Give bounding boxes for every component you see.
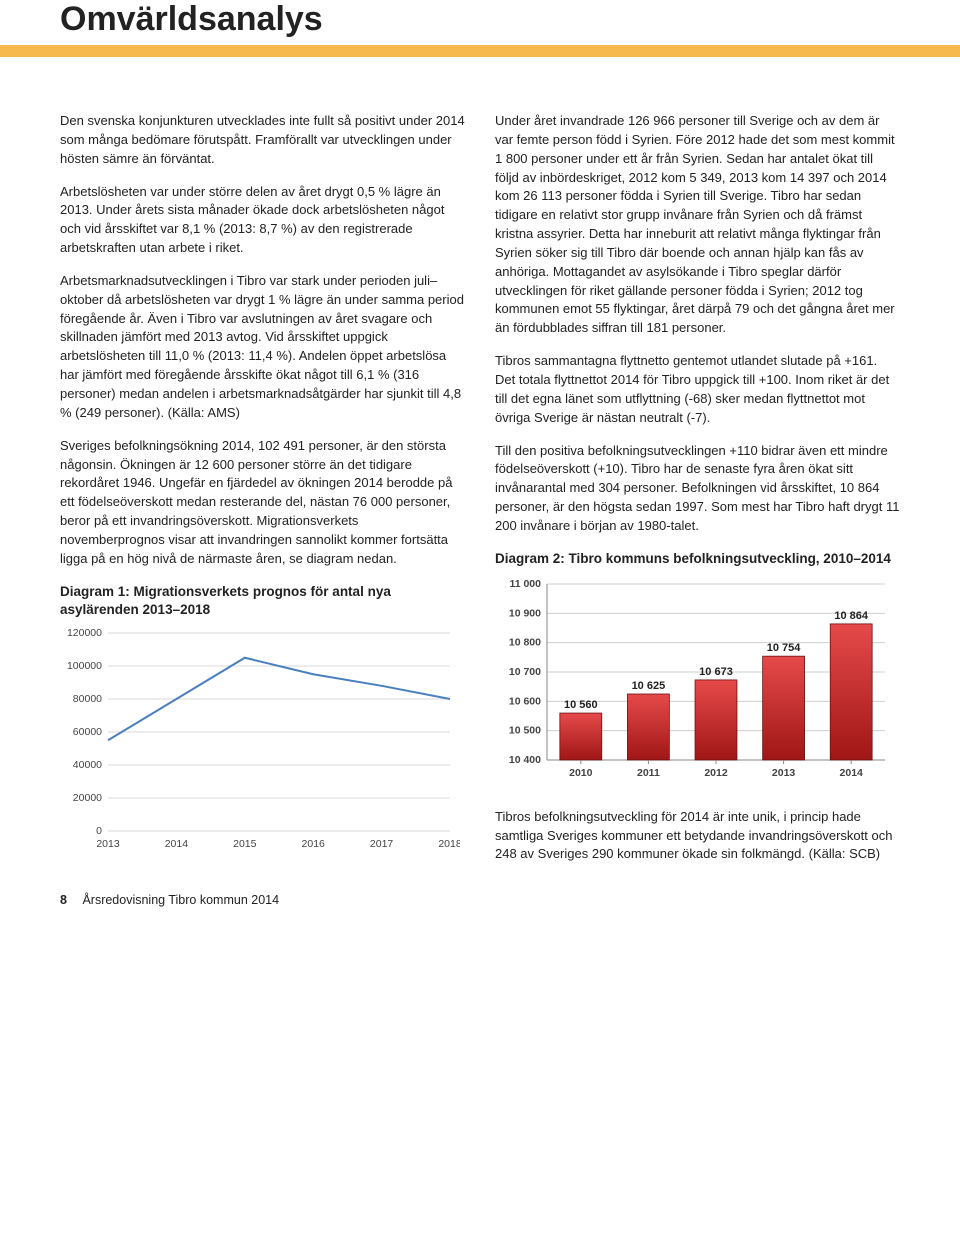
svg-text:10 625: 10 625 [632, 680, 666, 692]
svg-text:10 800: 10 800 [509, 637, 541, 649]
left-column: Den svenska konjunkturen utvecklades int… [60, 112, 465, 879]
svg-text:2017: 2017 [370, 838, 394, 850]
body-paragraph: Arbetslösheten var under större delen av… [60, 183, 465, 258]
svg-text:2016: 2016 [302, 838, 326, 850]
svg-text:2010: 2010 [569, 767, 593, 779]
svg-text:20000: 20000 [73, 792, 102, 804]
body-paragraph: Den svenska konjunkturen utvecklades int… [60, 112, 465, 169]
svg-text:2018: 2018 [438, 838, 460, 850]
svg-text:10 500: 10 500 [509, 725, 541, 737]
svg-text:0: 0 [96, 825, 102, 837]
body-paragraph: Tibros sammantagna flyttnetto gentemot u… [495, 352, 900, 427]
svg-text:10 754: 10 754 [767, 642, 802, 654]
content-columns: Den svenska konjunkturen utvecklades int… [0, 112, 960, 879]
body-paragraph: Sveriges befolkningsökning 2014, 102 491… [60, 437, 465, 569]
svg-text:2014: 2014 [165, 838, 189, 850]
svg-text:11 000: 11 000 [509, 578, 541, 590]
chart-2-title: Diagram 2: Tibro kommuns befolkningsutve… [495, 550, 900, 568]
right-column: Under året invandrade 126 966 personer t… [495, 112, 900, 879]
svg-text:10 560: 10 560 [564, 699, 598, 711]
chart-1-title: Diagram 1: Migrationsverkets prognos för… [60, 583, 465, 619]
svg-text:2012: 2012 [704, 767, 728, 779]
svg-text:2013: 2013 [772, 767, 796, 779]
svg-text:2014: 2014 [840, 767, 864, 779]
svg-text:2013: 2013 [96, 838, 120, 850]
page: Omvärldsanalys Den svenska konjunkturen … [0, 0, 960, 919]
body-paragraph: Till den positiva befolkningsutvecklinge… [495, 442, 900, 536]
svg-text:60000: 60000 [73, 726, 102, 738]
page-number: 8 [60, 893, 67, 907]
svg-text:10 400: 10 400 [509, 754, 541, 766]
svg-text:80000: 80000 [73, 693, 102, 705]
title-band: Omvärldsanalys [0, 0, 960, 57]
svg-text:100000: 100000 [67, 660, 102, 672]
footer-text: Årsredovisning Tibro kommun 2014 [82, 893, 279, 907]
svg-text:10 864: 10 864 [834, 610, 869, 622]
svg-text:10 900: 10 900 [509, 607, 541, 619]
svg-text:40000: 40000 [73, 759, 102, 771]
svg-text:10 600: 10 600 [509, 695, 541, 707]
svg-text:2015: 2015 [233, 838, 257, 850]
page-footer: 8 Årsredovisning Tibro kommun 2014 [60, 893, 279, 907]
svg-text:10 700: 10 700 [509, 666, 541, 678]
page-title: Omvärldsanalys [60, 0, 960, 39]
body-paragraph: Arbetsmarknadsutvecklingen i Tibro var s… [60, 272, 465, 423]
svg-text:120000: 120000 [67, 627, 102, 639]
body-paragraph: Tibros befolkningsutveckling för 2014 är… [495, 808, 900, 865]
chart-2-svg: 10 400 10 500 10 600 10 700 10 800 10 900 11 0… [495, 574, 895, 784]
body-paragraph: Under året invandrade 126 966 personer t… [495, 112, 900, 338]
svg-text:2011: 2011 [637, 767, 660, 779]
chart-2-bar: 10 400 10 500 10 600 10 700 10 800 10 900 11 0… [495, 574, 900, 790]
svg-text:10 673: 10 673 [699, 666, 733, 678]
chart-1-line: 0 20000 40000 60000 80000 100000 120000 2013 201… [60, 625, 465, 861]
chart-1-svg: 0 20000 40000 60000 80000 100000 120000 2013 201… [60, 625, 460, 855]
